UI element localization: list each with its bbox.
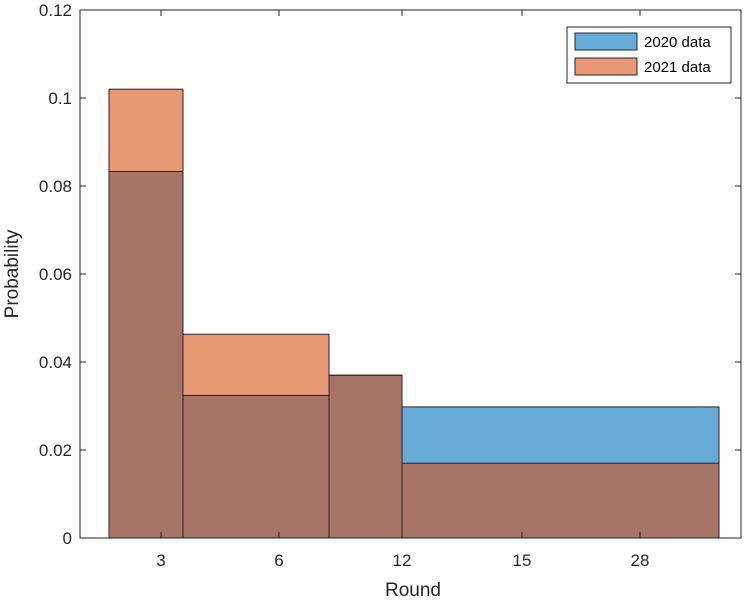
legend-label-1: 2020 data (644, 34, 711, 51)
bar-overlap-bin-3 (329, 375, 402, 538)
y-tick-label: 0.06 (39, 265, 72, 284)
x-tick-label: 15 (513, 551, 532, 570)
bars-layer (108, 88, 720, 539)
y-axis: 0 0.02 0.04 0.06 0.08 0.1 0.12 (39, 1, 741, 548)
legend-swatch-2 (574, 57, 638, 76)
y-tick-label: 0.02 (39, 441, 72, 460)
x-axis: 3 6 12 15 28 (156, 10, 649, 570)
legend-swatch-1 (574, 32, 638, 51)
bar-overlap-bin-1 (109, 171, 183, 539)
y-tick-label: 0.04 (39, 353, 72, 372)
y-tick-label: 0 (63, 529, 72, 548)
legend-label-2: 2021 data (644, 59, 711, 76)
y-tick-label: 0.08 (39, 177, 72, 196)
bar-overlap-bin-2 (183, 395, 329, 538)
x-tick-label: 28 (631, 551, 650, 570)
legend: 2020 data 2021 data (566, 26, 732, 84)
y-axis-label: Probability (2, 229, 23, 318)
bar-overlap-bin-4 (402, 463, 719, 538)
x-axis-label: Round (385, 580, 441, 600)
x-tick-label: 6 (274, 551, 283, 570)
bar-2021-bin-2 (183, 334, 329, 396)
bar-2020-bin-4 (402, 406, 719, 464)
y-tick-label: 0.1 (48, 89, 72, 108)
x-tick-label: 3 (156, 551, 165, 570)
bar-2021-bin-1 (109, 89, 183, 172)
y-tick-label: 0.12 (39, 1, 72, 20)
x-tick-label: 12 (393, 551, 412, 570)
